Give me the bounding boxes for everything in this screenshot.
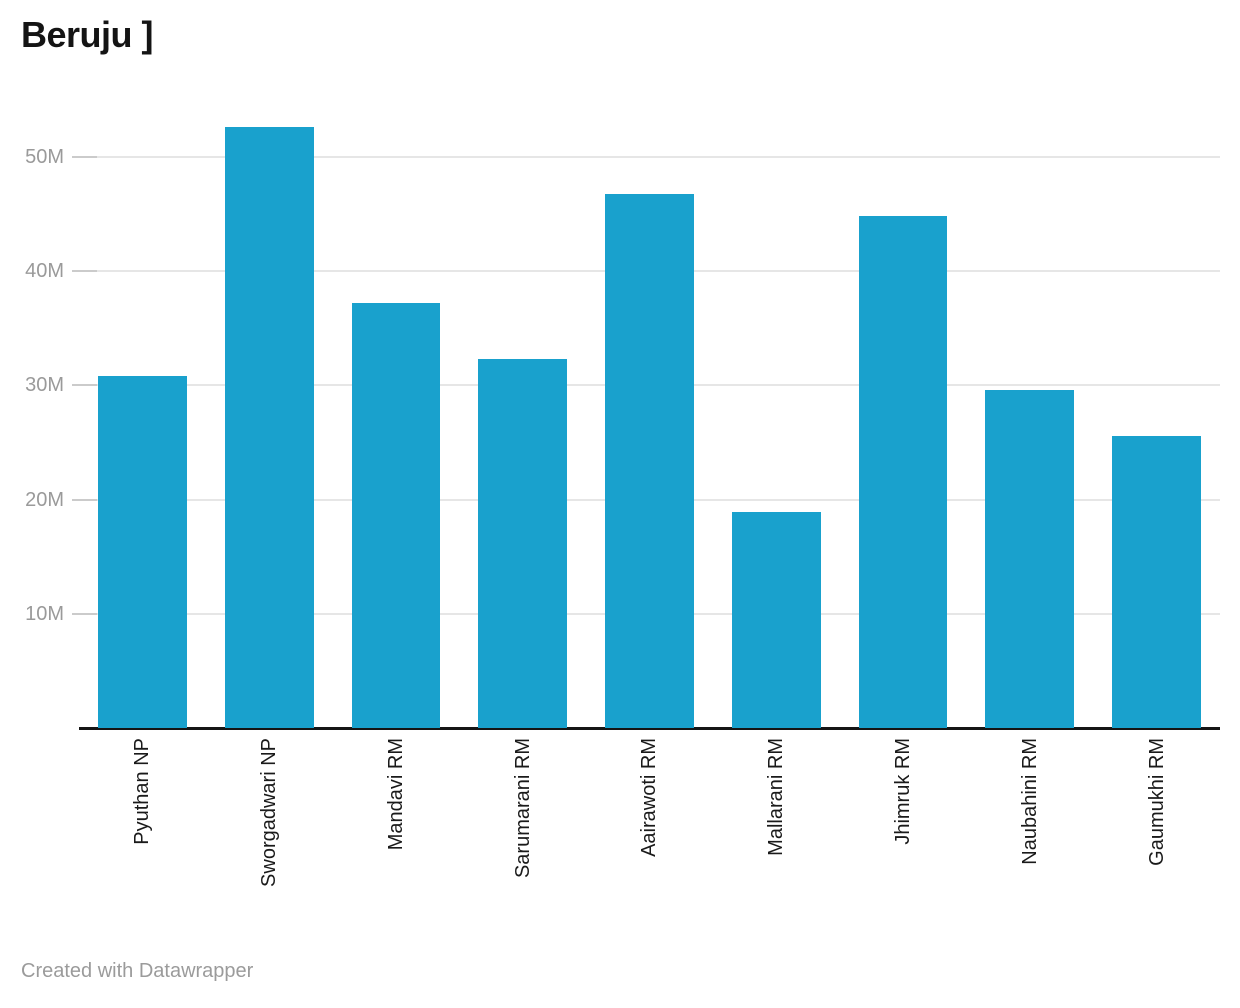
y-axis-tick <box>72 384 97 387</box>
x-axis-label: Mallarani RM <box>713 738 840 856</box>
y-axis-tick-label: 30M <box>25 374 64 397</box>
x-axis-label: Jhimruk RM <box>840 738 967 845</box>
x-axis-label: Sarumarani RM <box>459 738 586 878</box>
y-axis-tick-label: 20M <box>25 488 64 511</box>
x-axis-label-text: Jhimruk RM <box>892 738 915 845</box>
y-axis-tick-label: 10M <box>25 602 64 625</box>
x-axis-label-text: Mandavi RM <box>384 738 407 851</box>
bar-naubahini-rm <box>985 390 1075 728</box>
x-axis-label: Pyuthan NP <box>79 738 206 845</box>
x-axis-label-text: Mallarani RM <box>765 738 788 856</box>
gridline <box>72 156 1220 159</box>
x-axis-label-text: Pyuthan NP <box>131 738 154 845</box>
x-axis-line <box>79 727 1220 730</box>
x-axis-label-text: Gaumukhi RM <box>1145 738 1168 866</box>
x-axis-label-text: Aairawoti RM <box>638 738 661 857</box>
x-axis-label-text: Sworgadwari NP <box>258 738 281 887</box>
x-axis-labels: Pyuthan NP Sworgadwari NP Mandavi RM Saruma… <box>79 738 1220 956</box>
x-axis-label: Gaumukhi RM <box>1093 738 1220 866</box>
plot-area: 10M 20M 30M 40M 50M <box>25 100 1220 730</box>
chart-title: Beruju ] <box>21 14 154 55</box>
y-axis-tick <box>72 270 97 273</box>
y-axis-tick <box>72 612 97 615</box>
y-axis-tick <box>72 498 97 501</box>
datawrapper-credit[interactable]: Created with Datawrapper <box>21 960 254 982</box>
x-axis-label-text: Naubahini RM <box>1018 738 1041 865</box>
y-axis-tick <box>72 156 97 159</box>
bar-pyuthan-np <box>98 376 187 728</box>
bar-mallarani-rm <box>731 512 821 728</box>
bar-gaumukhi-rm <box>1112 435 1201 728</box>
x-axis-label: Mandavi RM <box>333 738 460 850</box>
x-axis-label: Sworgadwari NP <box>206 738 333 887</box>
y-axis-tick-label: 50M <box>25 146 64 169</box>
bar-sarumarani-rm <box>478 359 568 728</box>
bar-jhimruk-rm <box>858 216 948 728</box>
x-axis-label: Aairawoti RM <box>586 738 713 857</box>
x-axis-label-text: Sarumarani RM <box>511 738 534 879</box>
bar-sworgadwari-np <box>224 127 314 728</box>
bar-aairawoti-rm <box>605 193 694 728</box>
bar-mandavi-rm <box>351 303 441 728</box>
x-axis-label: Naubahini RM <box>966 738 1093 865</box>
y-axis-tick-label: 40M <box>25 260 64 283</box>
